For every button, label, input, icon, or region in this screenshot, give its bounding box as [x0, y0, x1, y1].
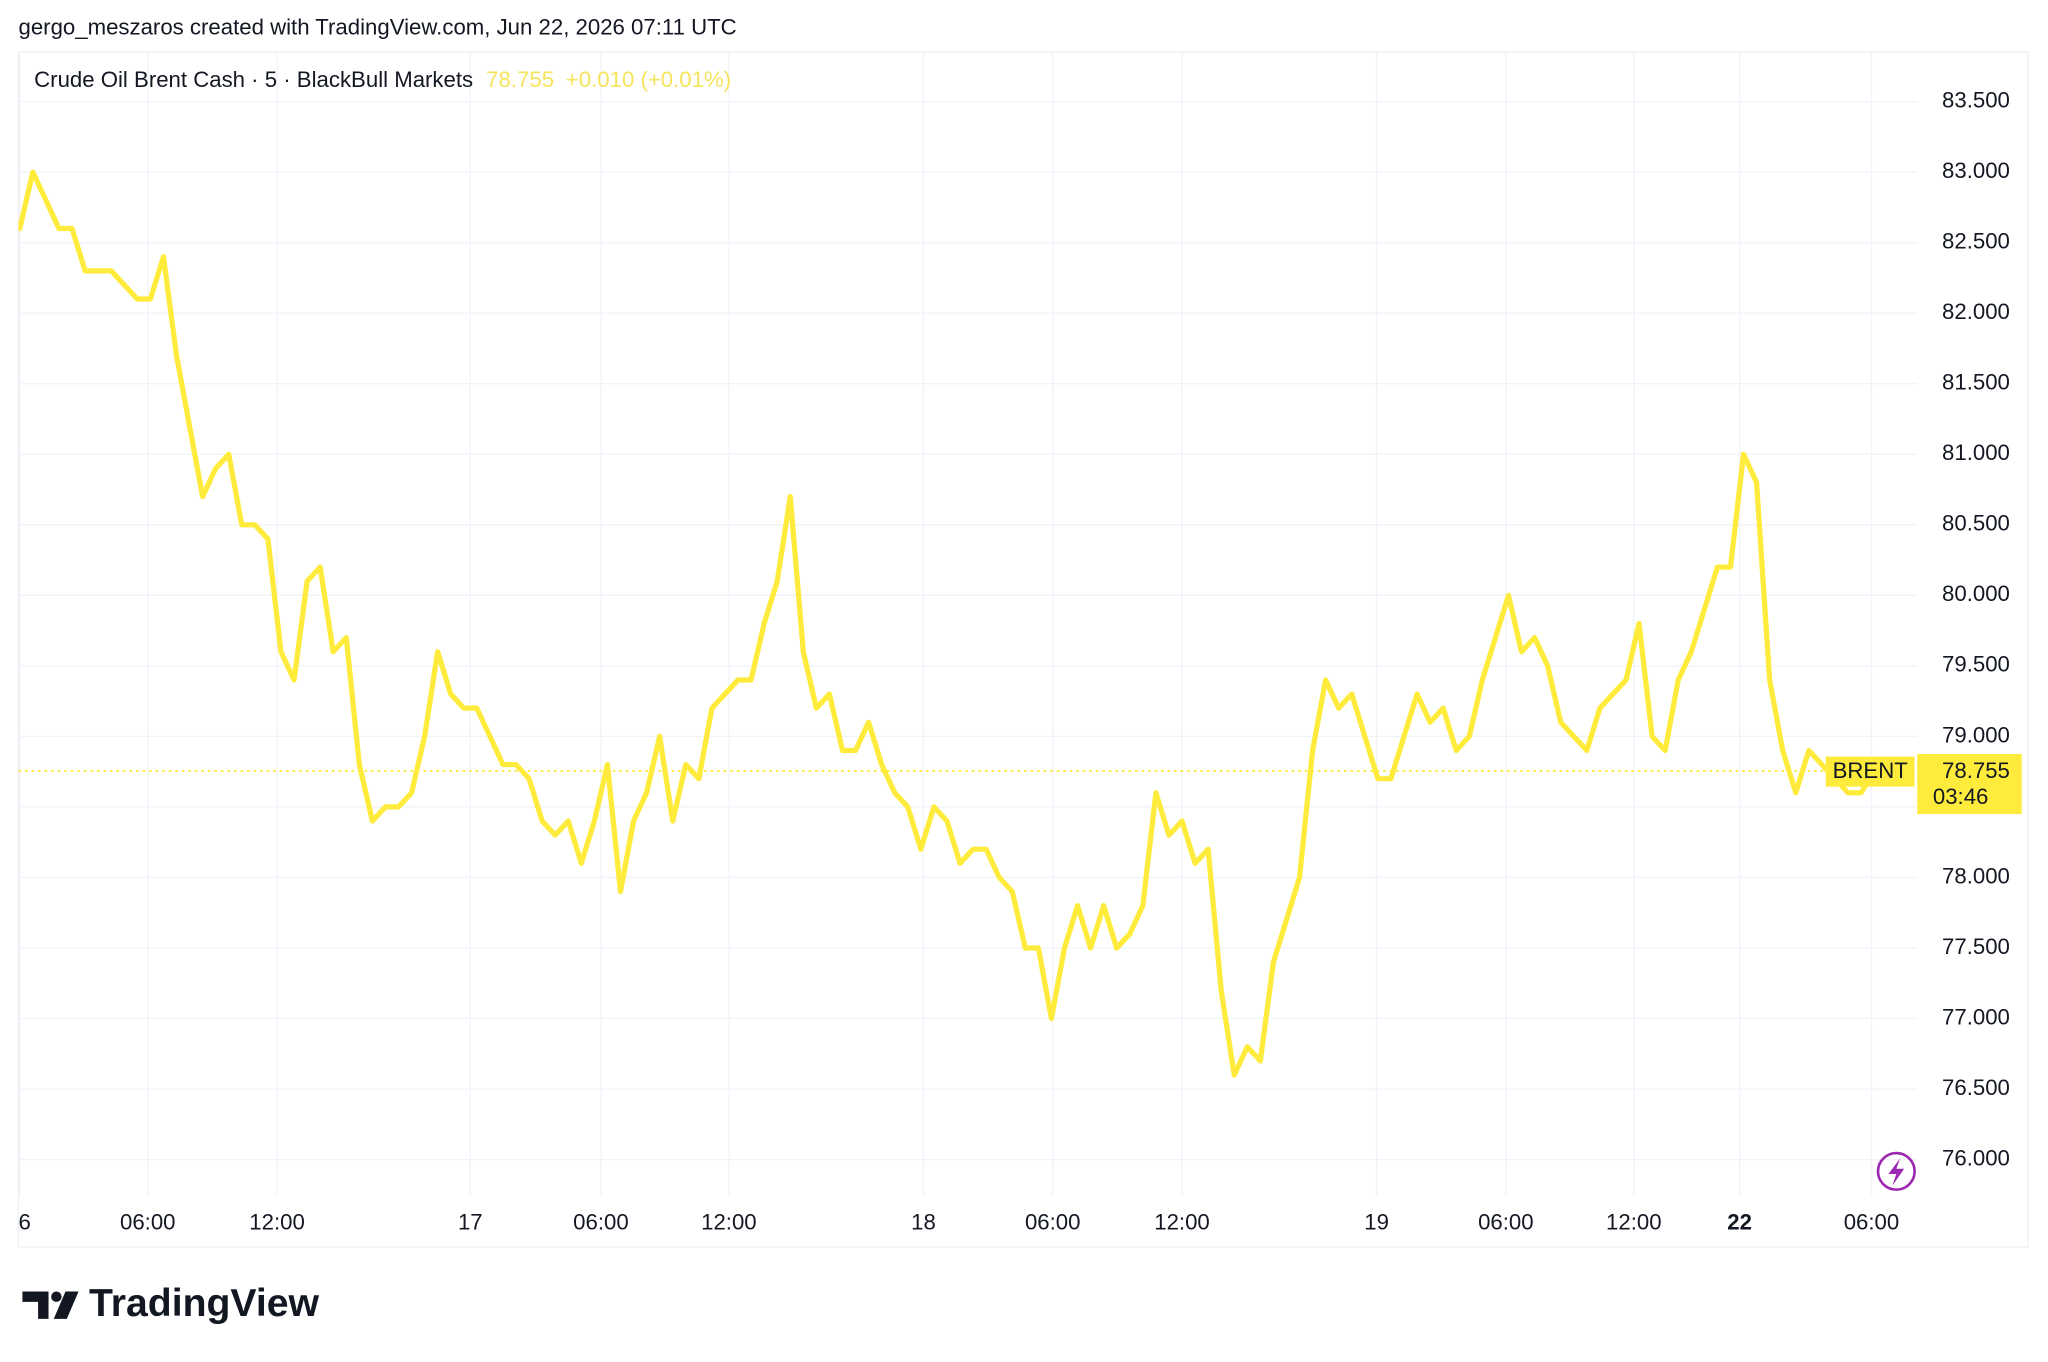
- x-tick-label: 19: [1364, 1209, 1389, 1234]
- legend-change: +0.010 (+0.01%): [566, 67, 731, 92]
- x-tick-label: 12:00: [1154, 1209, 1210, 1234]
- x-tick-label: 22: [1727, 1209, 1752, 1234]
- y-tick-label: 80.500: [1942, 511, 2010, 536]
- x-tick-label: 18: [911, 1209, 936, 1234]
- price-line: [18, 169, 1877, 1078]
- logo-slash: [53, 1291, 79, 1319]
- countdown: 03:46: [1933, 784, 1989, 809]
- legend-title: Crude Oil Brent Cash · 5 · BlackBull Mar…: [34, 67, 473, 92]
- credit: gergo_meszaros created with TradingView.…: [18, 15, 736, 40]
- tradingview-logo: TradingView: [22, 1282, 319, 1325]
- y-tick-label: 78.000: [1942, 863, 2010, 888]
- y-tick-label: 77.500: [1942, 934, 2010, 959]
- x-tick-label: 06:00: [1025, 1209, 1081, 1234]
- legend-price: 78.755: [486, 67, 554, 92]
- symbol-tag-bg: [1825, 756, 1915, 787]
- x-tick-label: 12:00: [249, 1209, 305, 1234]
- y-tick-label: 76.500: [1942, 1075, 2010, 1100]
- chart-frame: [17, 51, 2029, 1248]
- x-tick-label: 17: [458, 1209, 483, 1234]
- price-tag-bg: [1917, 753, 2022, 815]
- x-tick-label: 06:00: [573, 1209, 629, 1234]
- y-tick-label: 81.500: [1942, 370, 2010, 395]
- logo-mark: [22, 1291, 49, 1319]
- x-tick-label: 06:00: [1844, 1209, 1900, 1234]
- y-tick-label: 77.000: [1942, 1004, 2010, 1029]
- y-tick-label: 83.500: [1942, 87, 2010, 112]
- lightning-icon[interactable]: [1876, 1151, 1916, 1191]
- y-tick-label: 82.000: [1942, 299, 2010, 324]
- x-tick-label: 12:00: [701, 1209, 757, 1234]
- y-tick-label: 80.000: [1942, 581, 2010, 606]
- x-tick-label: 12:00: [1606, 1209, 1662, 1234]
- x-tick-label: 06:00: [120, 1209, 176, 1234]
- price-tag: 78.755: [1942, 758, 2010, 783]
- y-tick-label: 83.000: [1942, 158, 2010, 183]
- y-tick-label: 82.500: [1942, 229, 2010, 254]
- y-tick-label: 79.500: [1942, 652, 2010, 677]
- y-tick-label: 81.000: [1942, 440, 2010, 465]
- logo-dot: [51, 1291, 62, 1302]
- x-tick-label: 06:00: [1478, 1209, 1534, 1234]
- lightning-bolt: [1888, 1158, 1905, 1186]
- y-tick-label: 79.000: [1942, 722, 2010, 747]
- x-tick-label: 6: [18, 1209, 30, 1234]
- symbol-tag: BRENT: [1833, 758, 1909, 783]
- y-tick-label: 76.000: [1942, 1145, 2010, 1170]
- brand: TradingView: [89, 1282, 319, 1325]
